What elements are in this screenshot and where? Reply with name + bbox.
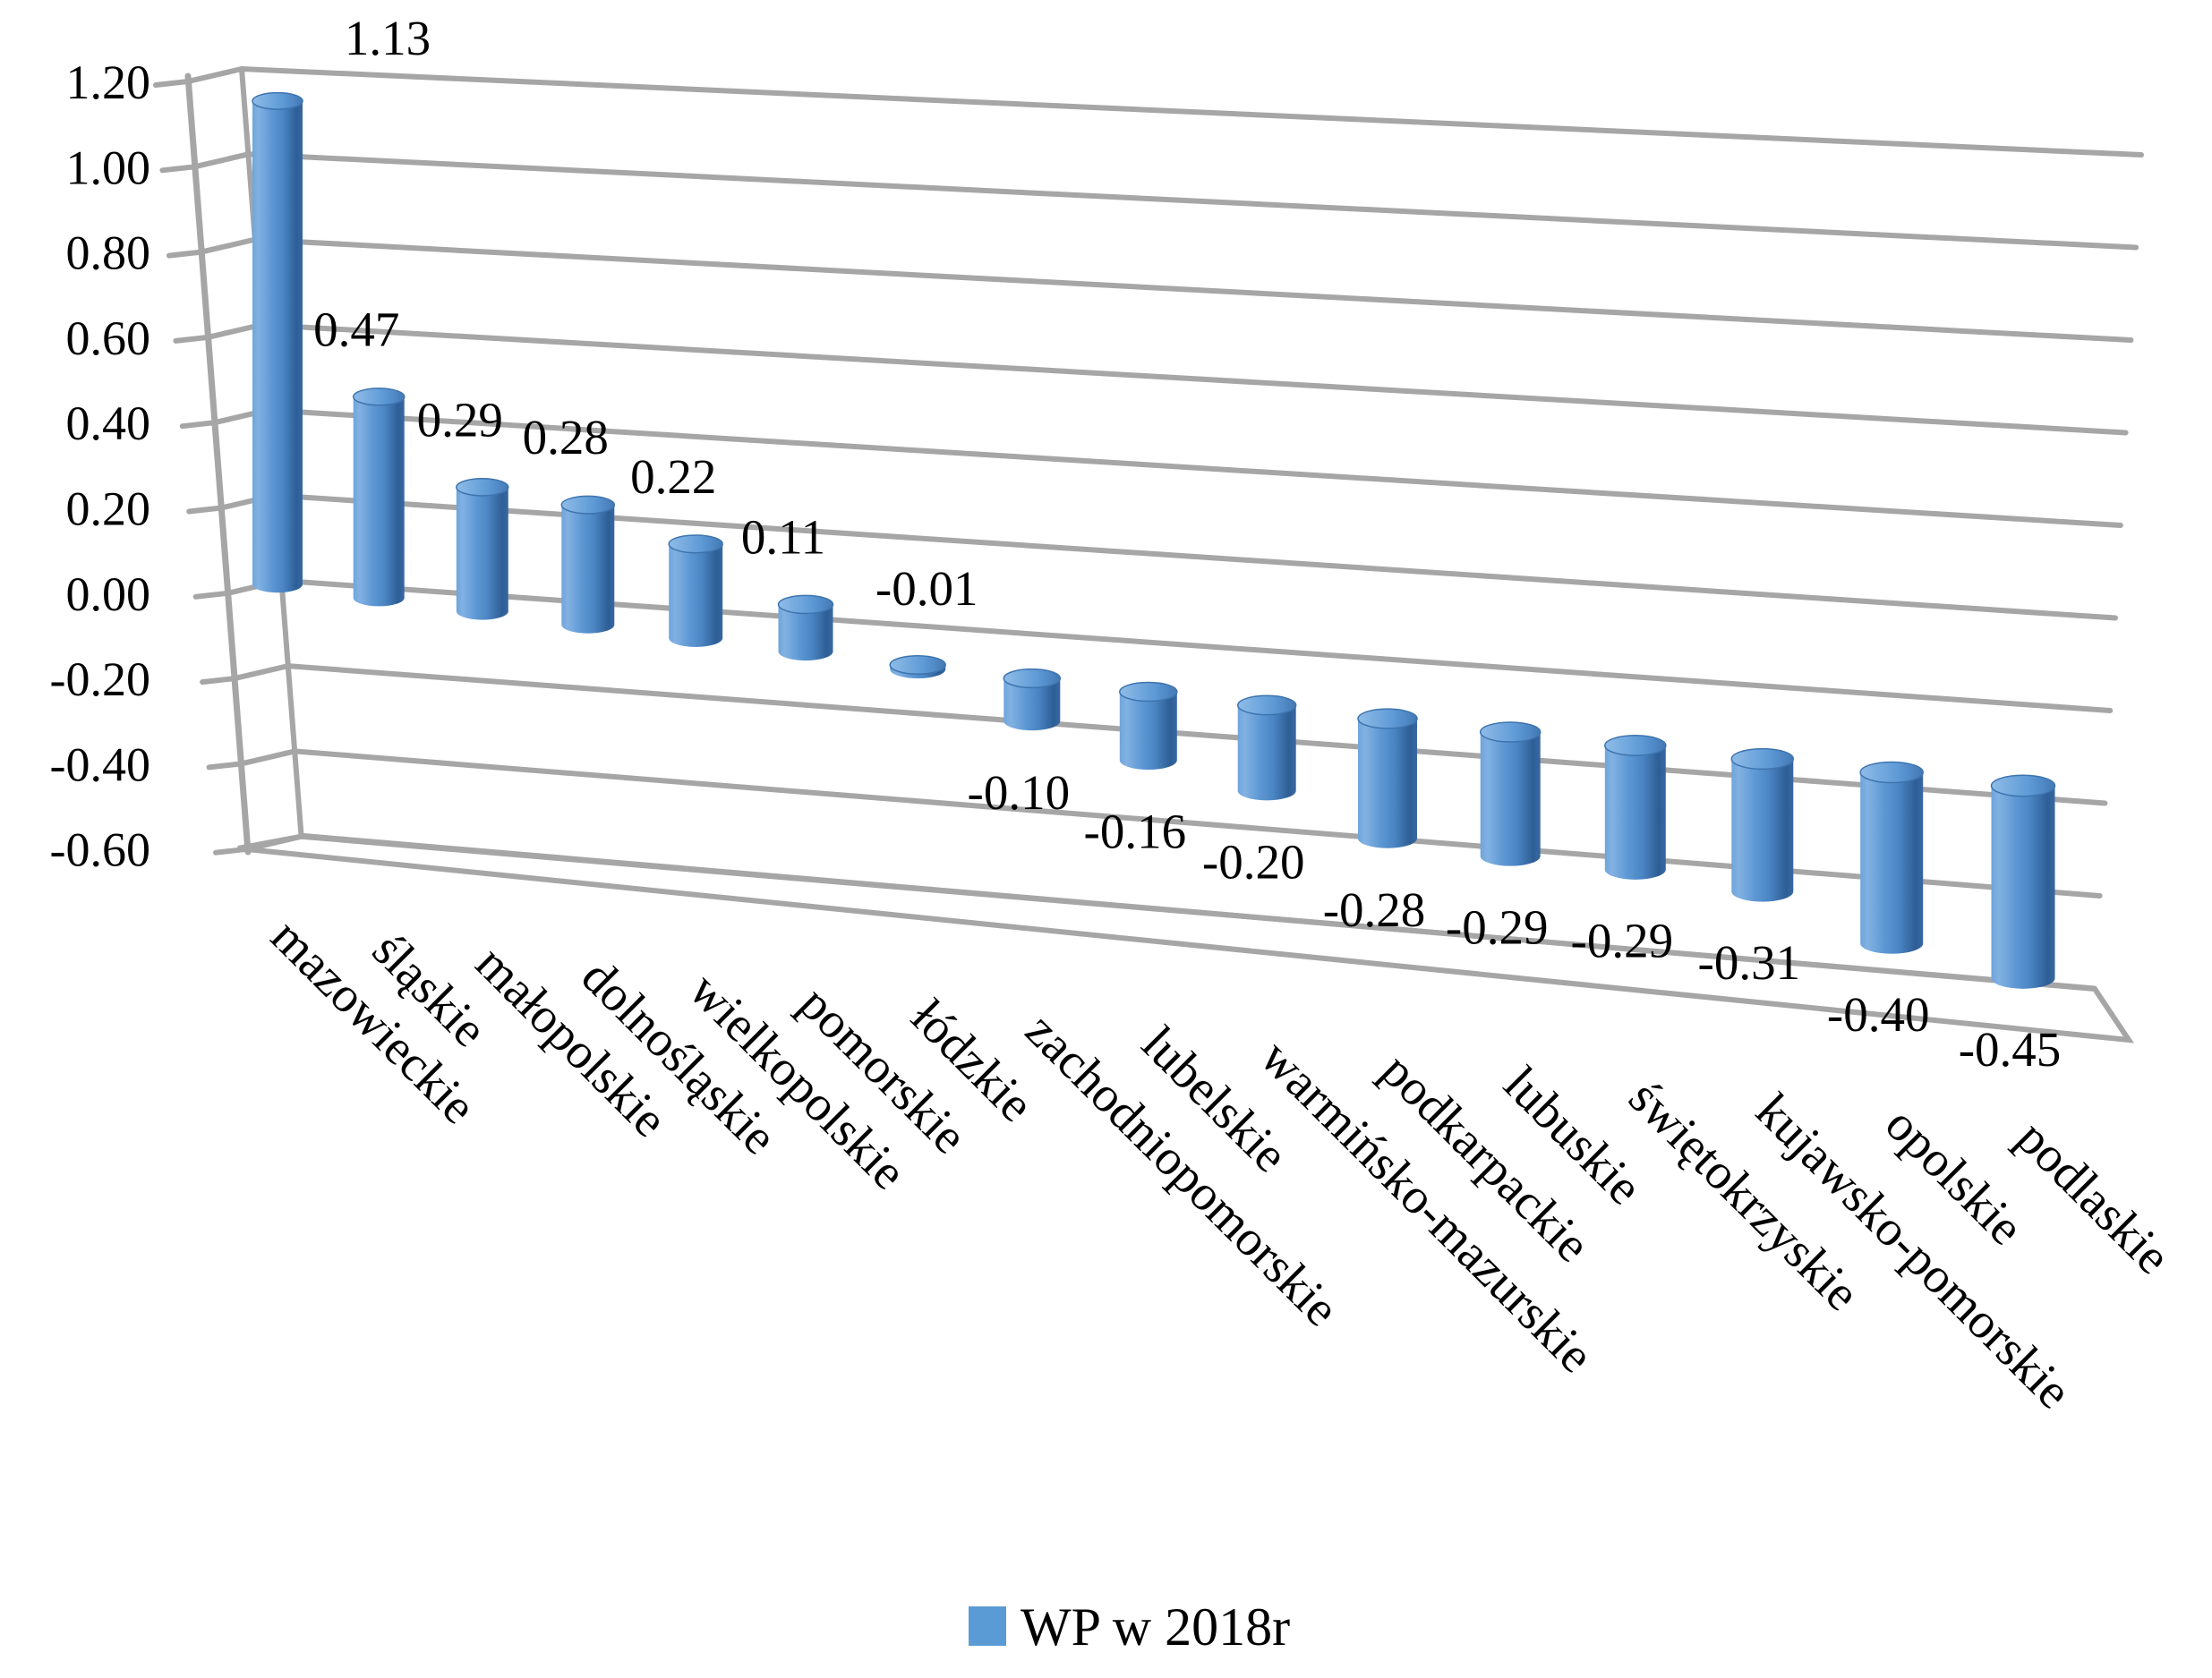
cylinder-bar — [1730, 747, 1795, 902]
y-axis-tick — [192, 590, 231, 600]
y-axis-label: 0.60 — [66, 311, 151, 365]
cylinder-body — [1358, 719, 1417, 848]
cylinder-body — [1480, 732, 1541, 866]
cylinder-bar — [1990, 774, 2056, 989]
cylinder-body — [1119, 692, 1177, 771]
cylinder-bar — [560, 495, 616, 634]
value-label: 0.29 — [417, 392, 503, 447]
cylinder-top-ellipse — [889, 655, 946, 675]
cylinder-bar — [352, 388, 406, 607]
cylinder-bar — [1479, 721, 1542, 866]
y-axis-labels: 1.20 1.00 0.80 0.60 0.40 0.20 0.00 -0.20 -0.40 -0… — [50, 55, 150, 877]
cylinder-top-ellipse — [1604, 735, 1667, 756]
y-axis-label: 0.00 — [66, 567, 151, 621]
cylinder-body — [561, 505, 615, 634]
value-label: 0.22 — [630, 449, 716, 504]
y-axis-label: -0.40 — [50, 737, 150, 791]
cylinder-top-ellipse — [1236, 694, 1297, 716]
cylinder-top-ellipse — [1479, 721, 1542, 743]
value-label: -0.16 — [1084, 804, 1187, 858]
cylinder-top-ellipse — [1119, 681, 1178, 703]
value-label: -0.20 — [1202, 835, 1305, 890]
data-value-labels: 1.130.470.29 0.280.220.11-0.01-0.10-0.16-… — [313, 11, 2061, 1077]
value-label: -0.28 — [1323, 882, 1426, 937]
cylinder-body — [1860, 772, 1924, 954]
y-axis-label: 0.40 — [66, 396, 151, 450]
cylinder-bar — [252, 91, 303, 593]
cylinder-bar — [1859, 761, 1924, 954]
y-axis-tick — [186, 505, 225, 515]
value-label: -0.40 — [1827, 987, 1930, 1042]
cylinder-top-ellipse — [777, 594, 834, 615]
cylinder-top-ellipse — [456, 478, 509, 497]
cylinder-bars — [252, 91, 2056, 989]
cylinder-top-ellipse — [1003, 668, 1062, 689]
cylinder-top-ellipse — [252, 91, 303, 110]
cylinder-body — [1237, 705, 1296, 801]
y-axis-tick — [206, 761, 244, 771]
cylinder-top-ellipse — [1730, 747, 1795, 771]
cylinder-body — [456, 487, 508, 620]
category-label: podlaskie — [2006, 1110, 2182, 1285]
value-label: -0.45 — [1959, 1022, 2062, 1077]
y-axis-tick — [166, 249, 204, 259]
cylinder-bar — [1119, 681, 1178, 771]
y-axis-label: -0.60 — [50, 823, 150, 877]
value-label: 0.11 — [741, 509, 825, 564]
value-label: 0.47 — [313, 302, 399, 356]
value-label: -0.10 — [968, 765, 1071, 820]
cylinder-bar — [1604, 735, 1667, 880]
cylinder-body — [1004, 678, 1061, 731]
legend-label: WP w 2018r — [1021, 1597, 1290, 1657]
cylinder-body — [252, 100, 303, 593]
y-axis-tick — [159, 164, 198, 174]
y-axis-tick — [153, 79, 191, 88]
cylinder-body — [669, 543, 723, 647]
value-label: -0.31 — [1698, 935, 1801, 990]
cylinder-top-ellipse — [668, 534, 723, 554]
value-label: -0.01 — [875, 561, 978, 616]
cylinder-bar — [456, 478, 509, 620]
y-axis-tick — [212, 846, 251, 856]
value-label: -0.29 — [1446, 900, 1549, 955]
cylinder-bar — [668, 534, 723, 647]
cylinder-body — [353, 396, 405, 607]
cylinder-body — [1731, 759, 1794, 902]
y-axis-label: 1.00 — [66, 141, 151, 194]
cylinder-body — [1604, 745, 1666, 880]
y-axis-tick — [173, 334, 211, 344]
plot-walls-and-gridlines — [153, 65, 2144, 1043]
value-label: 1.13 — [345, 11, 431, 65]
value-label: -0.29 — [1571, 914, 1674, 968]
y-axis-tick — [200, 676, 238, 686]
cylinder-bar — [889, 655, 946, 678]
y-axis-tick — [179, 420, 218, 430]
cylinder-body — [1991, 786, 2055, 989]
category-axis-labels: mazowieckieśląskiemałopolskiedolnośląski… — [260, 908, 2182, 1419]
cylinder-bar — [1236, 694, 1297, 801]
cylinder-top-ellipse — [352, 388, 406, 406]
y-axis-label: 1.20 — [66, 55, 151, 109]
cylinder-top-ellipse — [1990, 774, 2056, 797]
cylinder-bar — [1357, 708, 1418, 848]
cylinder-top-ellipse — [1357, 708, 1418, 729]
y-axis-label: 0.20 — [66, 482, 151, 536]
legend-swatch — [969, 1606, 1006, 1646]
cylinder-bar — [777, 594, 834, 661]
y-axis-label: 0.80 — [66, 226, 151, 280]
cylinder-top-ellipse — [1859, 761, 1924, 784]
gridline — [198, 236, 2134, 343]
y-axis-line — [184, 72, 252, 856]
cylinder-body — [778, 604, 833, 661]
gridline — [185, 65, 2144, 158]
y-axis-label: -0.20 — [50, 652, 150, 706]
cylinder-bar — [1003, 668, 1062, 731]
value-label: 0.28 — [523, 410, 609, 464]
cylinder-top-ellipse — [560, 495, 616, 515]
legend: WP w 2018r — [969, 1597, 1290, 1657]
gridline — [192, 151, 2139, 251]
